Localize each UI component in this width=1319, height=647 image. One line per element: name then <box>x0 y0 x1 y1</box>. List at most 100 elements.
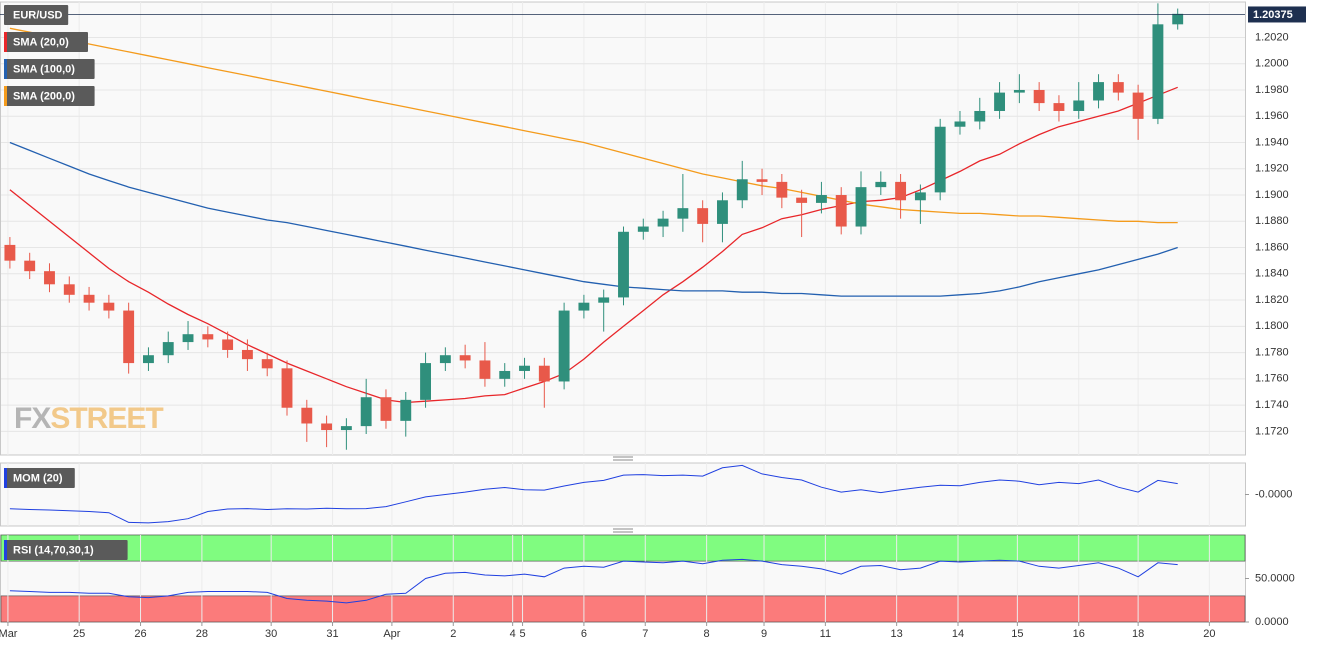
y-tick-label: 1.1740 <box>1255 399 1289 411</box>
legend-box <box>4 540 128 560</box>
legend-label: RSI (14,70,30,1) <box>13 544 94 556</box>
x-tick-label: 14 <box>952 628 964 640</box>
x-tick-label: 4 <box>510 628 516 640</box>
candle-body <box>796 197 808 203</box>
candle-body <box>736 179 748 201</box>
y-tick-label: 1.1980 <box>1255 84 1289 96</box>
candle-body <box>1172 13 1184 25</box>
sma-line <box>9 141 1178 297</box>
x-tick-label: 5 <box>519 628 525 640</box>
candle-body <box>1132 92 1144 119</box>
candle-body <box>1013 89 1025 93</box>
legend-swatch <box>4 86 7 106</box>
candle-body <box>261 359 273 369</box>
candle-body <box>380 397 392 421</box>
y-tick-label: 1.1860 <box>1255 241 1289 253</box>
x-tick-label: 9 <box>761 628 767 640</box>
x-tick-label: 31 <box>326 628 338 640</box>
x-tick-label: 11 <box>820 628 831 640</box>
indicator-line <box>9 464 1178 524</box>
candle-body <box>123 310 135 364</box>
rsi-band <box>0 534 1246 562</box>
watermark: FXSTREET <box>14 402 163 435</box>
candle-body <box>895 181 907 201</box>
y-tick-label: 1.1780 <box>1255 346 1289 358</box>
y-tick-label: 1.2000 <box>1255 58 1289 70</box>
x-tick-label: 20 <box>1203 628 1215 640</box>
x-tick-label: 26 <box>134 628 146 640</box>
candle-body <box>697 208 709 224</box>
y-tick-label: 1.1940 <box>1255 136 1289 148</box>
candle-body <box>974 110 986 122</box>
x-tick-label: 15 <box>1011 628 1023 640</box>
candle-body <box>301 407 313 424</box>
x-tick-label: 6 <box>581 628 587 640</box>
candle-body <box>1053 103 1065 111</box>
y-tick-label: 1.1840 <box>1255 268 1289 280</box>
candle-body <box>1152 24 1164 119</box>
candle-body <box>4 244 16 261</box>
candle-body <box>340 426 352 431</box>
candle-body <box>598 297 610 303</box>
watermark-part: FX <box>14 402 51 435</box>
candle-body <box>519 365 530 371</box>
y-tick-label: 0.0000 <box>1255 616 1289 628</box>
y-tick-label: 1.1720 <box>1255 425 1289 437</box>
candle-body <box>420 363 431 400</box>
candle-body <box>954 121 966 127</box>
candle-body <box>1093 82 1104 101</box>
candle-body <box>182 334 194 343</box>
legend-box <box>4 59 95 79</box>
candle-body <box>103 302 115 311</box>
candle-body <box>241 349 253 360</box>
y-tick-label: -0.0000 <box>1255 488 1292 500</box>
y-tick-label: 1.1760 <box>1255 373 1289 385</box>
watermark-part: STREET <box>50 402 163 435</box>
candle-body <box>162 342 174 356</box>
candle-body <box>677 208 689 219</box>
candle-body <box>1033 89 1045 104</box>
candle-body <box>914 192 926 201</box>
candle-body <box>618 231 629 298</box>
legend-box <box>4 86 95 106</box>
legend-swatch <box>4 32 7 52</box>
candle-body <box>499 370 511 379</box>
legend-label: SMA (200,0) <box>13 90 75 102</box>
candle-body <box>281 368 293 408</box>
candle-body <box>63 284 75 295</box>
candle-body <box>776 181 788 198</box>
y-tick-label: 1.1920 <box>1255 163 1289 175</box>
sma-line <box>9 86 1178 404</box>
y-tick-label: 50.0000 <box>1255 572 1295 584</box>
x-tick-label: 13 <box>891 628 903 640</box>
y-tick-label: 1.1820 <box>1255 294 1289 306</box>
candle-body <box>855 187 867 227</box>
x-tick-label: 18 <box>1132 628 1144 640</box>
rsi-band <box>0 595 1246 623</box>
candle-body <box>717 200 728 224</box>
x-tick-label: 7 <box>642 628 648 640</box>
y-tick-label: 1.2020 <box>1255 31 1289 43</box>
legend-box <box>4 5 69 25</box>
candle-body <box>875 181 887 188</box>
candle-body <box>835 195 847 227</box>
last-price-box <box>1248 6 1306 23</box>
candle-body <box>321 423 333 431</box>
sma-line <box>9 27 1178 224</box>
legend-swatch <box>4 59 7 79</box>
candle-body <box>222 339 234 350</box>
candle-body <box>202 334 214 340</box>
candle-body <box>637 226 649 232</box>
x-tick-label: 8 <box>704 628 710 640</box>
y-tick-label: 1.1960 <box>1255 110 1289 122</box>
legend-box <box>4 468 75 488</box>
x-tick-label: 16 <box>1073 628 1085 640</box>
indicator-line <box>9 558 1178 604</box>
candle-body <box>1112 82 1124 93</box>
candle-body <box>657 218 669 227</box>
candle-body <box>83 294 95 303</box>
legend-swatch <box>4 468 7 488</box>
y-tick-label: 1.1900 <box>1255 189 1289 201</box>
x-tick-label: 30 <box>265 628 277 640</box>
